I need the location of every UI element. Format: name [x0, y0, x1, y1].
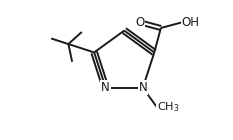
Text: O: O: [135, 16, 144, 29]
Text: CH$_3$: CH$_3$: [157, 100, 179, 114]
Text: OH: OH: [182, 16, 200, 29]
Text: N: N: [138, 81, 147, 94]
Text: N: N: [101, 81, 110, 94]
